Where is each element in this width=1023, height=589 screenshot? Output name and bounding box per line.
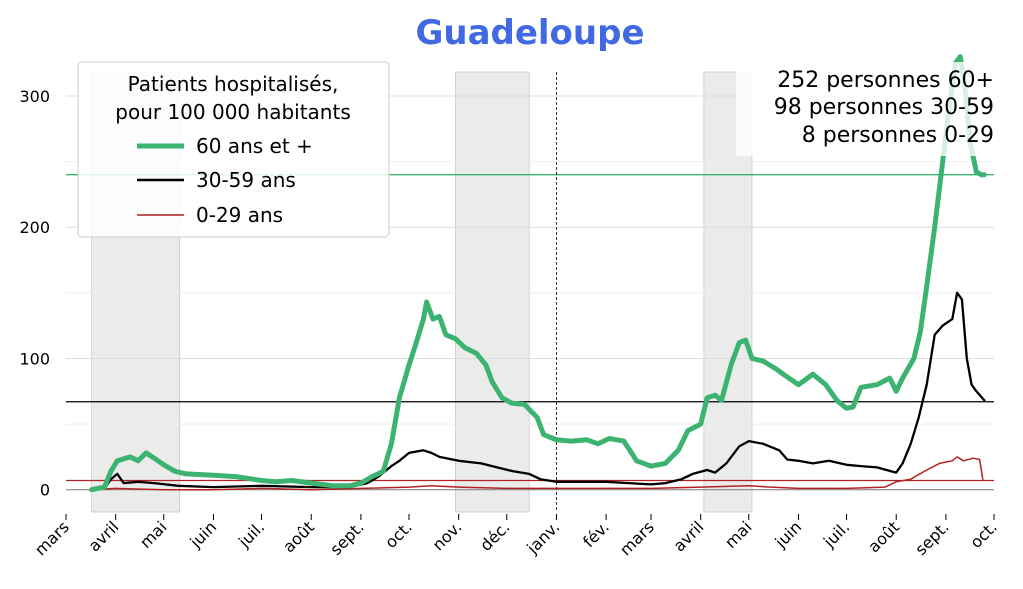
y-tick-100: 100: [19, 349, 50, 368]
annotation-30-59: 98 personnes 30-59: [774, 95, 994, 120]
x-tick-label-14: mai: [721, 517, 756, 552]
x-tick-label-18: sept.: [911, 517, 953, 559]
x-tick-label-11: fév.: [579, 517, 613, 551]
annotation-60plus: 252 personnes 60+: [777, 68, 994, 93]
series-line-1: [90, 291, 986, 491]
x-tick-label-17: août: [864, 517, 903, 556]
x-tick-label-5: août: [279, 517, 318, 556]
y-tick-300: 300: [19, 87, 50, 106]
legend-label-0-29: 0-29 ans: [196, 203, 283, 227]
y-tick-0: 0: [40, 481, 50, 500]
x-tick-label-13: avril: [670, 517, 708, 555]
x-tick-label-15: juin: [771, 517, 806, 552]
series-line-0: [89, 54, 987, 493]
x-tick-label-4: juil.: [234, 517, 268, 551]
y-axis-ticks: 0 100 200 300: [19, 87, 50, 500]
series-line-2: [90, 456, 984, 491]
series-lines: [89, 54, 987, 493]
x-tick-label-1: avril: [85, 517, 123, 555]
x-tick-label-6: sept.: [326, 517, 368, 559]
annotation-backdrop: [736, 62, 998, 156]
legend-label-60plus: 60 ans et +: [196, 134, 313, 158]
legend-title-line1: Patients hospitalisés,: [128, 72, 339, 96]
lockdown-period-1: [455, 71, 530, 513]
legend-title-line2: pour 100 000 habitants: [115, 100, 350, 124]
summary-annotation: 252 personnes 60+ 98 personnes 30-59 8 p…: [736, 62, 998, 156]
x-tick-label-0: mars: [31, 517, 73, 559]
legend-label-30-59: 30-59 ans: [196, 168, 296, 192]
y-tick-200: 200: [19, 218, 50, 237]
legend-box: [77, 61, 390, 238]
annotation-0-29: 8 personnes 0-29: [802, 123, 994, 148]
legend: Patients hospitalisés, pour 100 000 habi…: [77, 61, 390, 238]
x-tick-label-3: juin: [186, 517, 221, 552]
x-tick-label-8: nov.: [429, 517, 466, 554]
x-tick-label-9: déc.: [476, 517, 513, 554]
chart-title: Guadeloupe: [415, 13, 644, 53]
x-tick-label-7: oct.: [381, 517, 416, 552]
x-tick-label-2: mai: [136, 517, 171, 552]
x-tick-label-19: oct.: [966, 517, 1001, 552]
x-tick-label-12: mars: [616, 517, 658, 559]
x-tick-label-16: juil.: [819, 517, 853, 551]
x-axis-ticks: mars avril mai juin juil. août sept. oct. nov. dé…: [31, 514, 1001, 559]
x-tick-label-10: janv.: [522, 517, 563, 558]
